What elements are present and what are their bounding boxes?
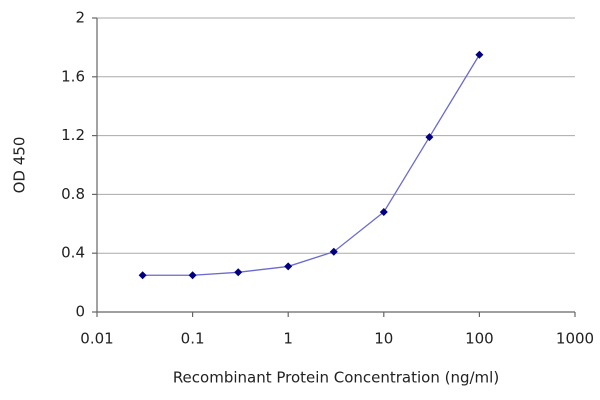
data-point (234, 268, 243, 277)
data-point (329, 247, 338, 256)
y-tick-label: 0.8 (61, 185, 85, 203)
x-tick-label: 100 (465, 330, 494, 348)
data-point (138, 271, 147, 280)
data-point (379, 208, 388, 217)
y-tick-label: 1.6 (61, 67, 85, 85)
data-point (284, 262, 293, 271)
data-point (425, 133, 434, 142)
y-axis-label: OD 450 (11, 137, 29, 194)
x-tick-label: 1 (283, 330, 293, 348)
x-tick-label: 0.1 (181, 330, 205, 348)
y-tick-label: 1.2 (61, 126, 85, 144)
y-tick-label: 2 (75, 9, 85, 27)
y-tick-label: 0 (75, 303, 85, 321)
data-point (475, 50, 484, 59)
series-line (142, 54, 480, 276)
data-point (188, 271, 197, 280)
x-tick-label: 10 (374, 330, 393, 348)
x-axis-label: Recombinant Protein Concentration (ng/ml… (173, 369, 499, 387)
x-tick-label: 0.01 (80, 330, 113, 348)
y-tick-label: 0.4 (61, 244, 85, 262)
x-tick-label: 1000 (556, 330, 594, 348)
